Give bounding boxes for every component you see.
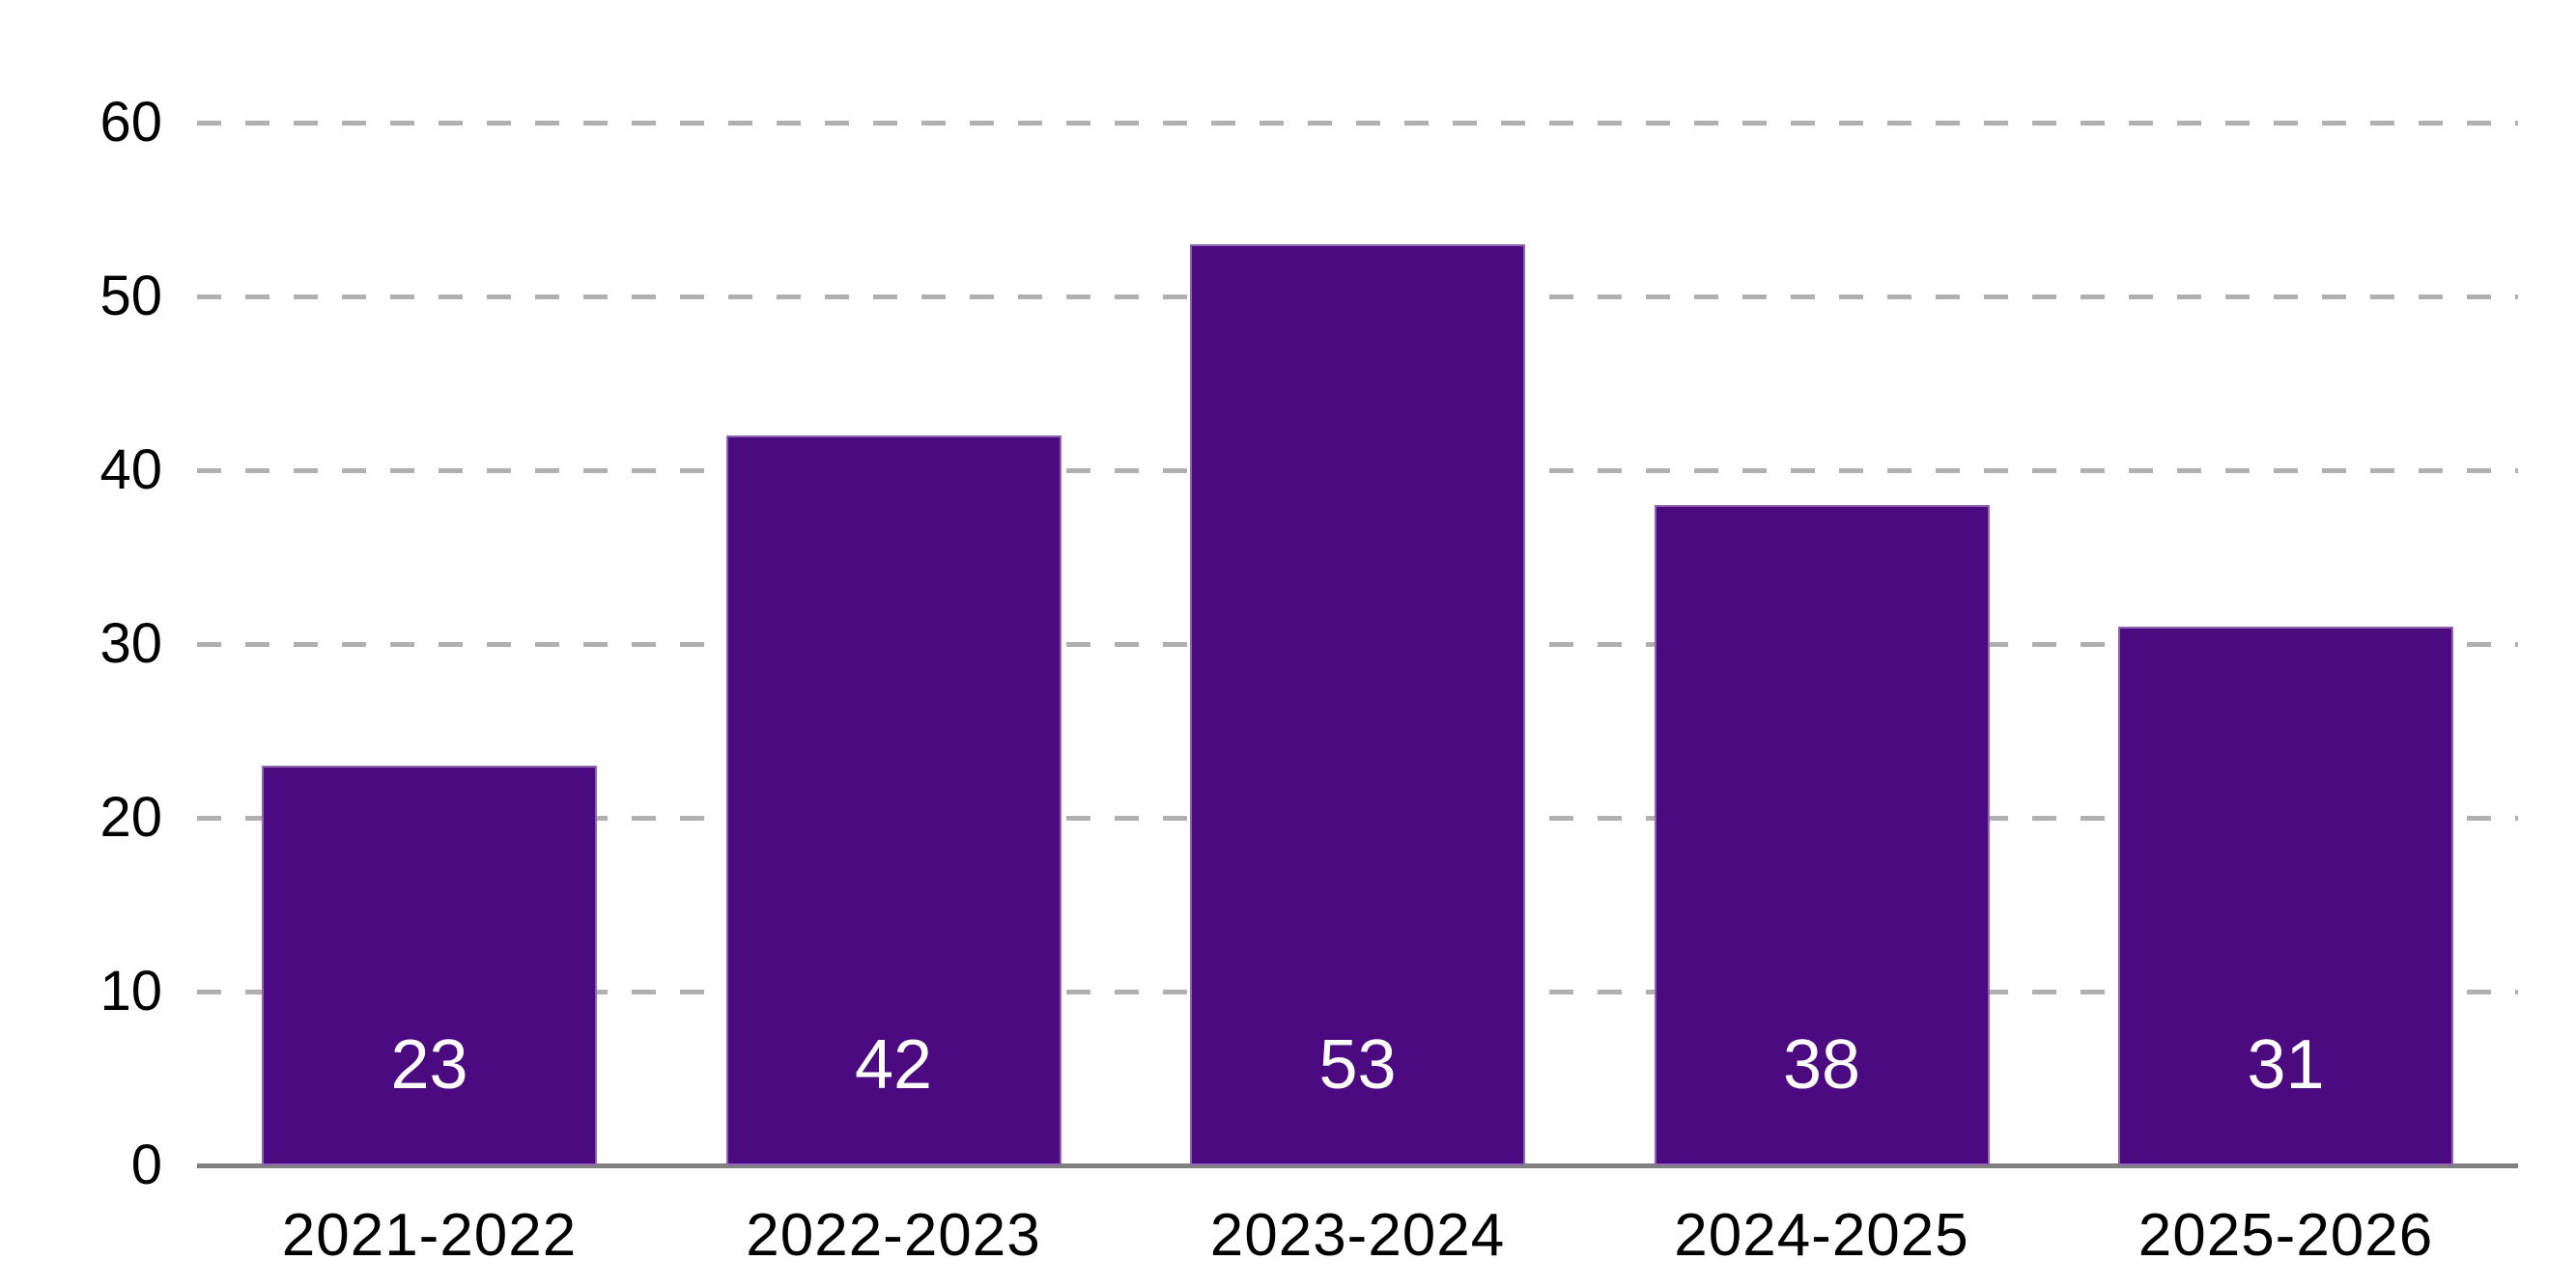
bar-2022-2023: 42 bbox=[725, 435, 1062, 1165]
bar-value-label: 38 bbox=[1782, 1026, 1861, 1104]
x-category-label-2024-2025: 2024-2025 bbox=[1674, 1202, 1969, 1269]
y-tick-label-30: 30 bbox=[99, 612, 162, 675]
bar-value-label: 53 bbox=[1318, 1026, 1397, 1104]
y-tick-label-40: 40 bbox=[99, 438, 162, 501]
bar-value-label: 23 bbox=[390, 1026, 468, 1104]
bar-2024-2025: 38 bbox=[1654, 505, 1990, 1165]
y-tick-label-50: 50 bbox=[99, 265, 162, 327]
x-category-label-2025-2026: 2025-2026 bbox=[2137, 1202, 2434, 1269]
x-axis-baseline bbox=[197, 1163, 2518, 1168]
x-category-label-2023-2024: 2023-2024 bbox=[1209, 1202, 1506, 1269]
bar-2025-2026: 31 bbox=[2118, 627, 2453, 1165]
x-category-label-2022-2023: 2022-2023 bbox=[746, 1202, 1041, 1269]
y-tick-label-0: 0 bbox=[130, 1134, 162, 1196]
bar-2021-2022: 23 bbox=[262, 766, 597, 1165]
x-category-label-2021-2022: 2021-2022 bbox=[281, 1202, 578, 1269]
y-tick-label-20: 20 bbox=[99, 786, 162, 849]
y-tick-label-60: 60 bbox=[99, 91, 162, 154]
bar-2023-2024: 53 bbox=[1190, 244, 1525, 1165]
bar-value-label: 31 bbox=[2247, 1026, 2325, 1104]
bar-value-label: 42 bbox=[854, 1026, 933, 1104]
gridline-y-60 bbox=[197, 121, 2518, 126]
y-tick-label-10: 10 bbox=[99, 960, 162, 1022]
